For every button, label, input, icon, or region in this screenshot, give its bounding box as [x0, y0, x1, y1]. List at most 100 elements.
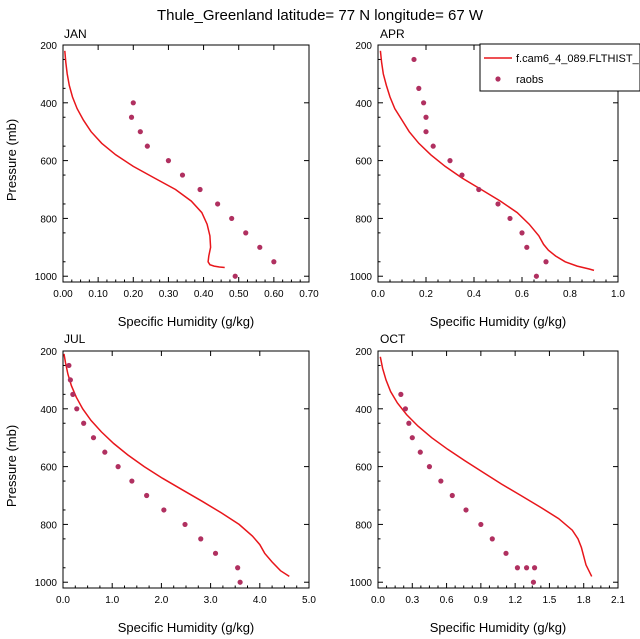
panel-title: APR: [380, 27, 405, 41]
model-profile-line: [64, 50, 225, 269]
y-tick-label: 200: [40, 347, 57, 358]
x-axis-label: Specific Humidity (g/kg): [430, 620, 567, 635]
raob-point: [421, 100, 427, 106]
y-tick-label: 800: [40, 520, 57, 531]
raob-point: [237, 579, 243, 585]
raob-point: [212, 550, 219, 556]
raob-point: [70, 391, 76, 397]
raob-point: [533, 273, 540, 279]
raob-point: [129, 478, 135, 484]
raob-point: [232, 273, 238, 279]
x-tick-label: 0.70: [299, 289, 319, 300]
raob-point: [81, 420, 87, 426]
x-axis-label: Specific Humidity (g/kg): [430, 314, 567, 329]
raob-point: [102, 449, 108, 455]
model-profile-line: [379, 50, 595, 272]
raob-point: [197, 186, 203, 193]
x-tick-label: 5.0: [302, 595, 316, 606]
raob-point: [74, 406, 80, 412]
model-profile-line: [63, 353, 290, 578]
raob-point: [90, 435, 97, 441]
y-tick-label: 400: [355, 99, 372, 110]
raob-point: [507, 215, 513, 222]
panel-jul: JUL Pressure (mb) Specific Humidity (g/k…: [4, 332, 316, 635]
raob-point: [476, 186, 482, 193]
raob-point: [523, 565, 530, 571]
y-tick-label: 600: [355, 463, 372, 474]
legend-obs-label: raobs: [516, 74, 544, 86]
raob-point: [478, 521, 484, 528]
raob-point: [531, 565, 538, 571]
raob-point: [449, 492, 455, 499]
y-tick-label: 600: [40, 463, 57, 474]
x-tick-label: 2.0: [154, 595, 168, 606]
figure-title: Thule_Greenland latitude= 77 N longitude…: [157, 7, 484, 24]
x-tick-label: 1.0: [105, 595, 119, 606]
y-axis-label: Pressure (mb): [4, 425, 19, 507]
panel-title: JAN: [64, 27, 87, 41]
raob-point: [144, 492, 150, 499]
x-tick-label: 0.6: [515, 289, 529, 300]
y-tick-label: 200: [355, 41, 372, 52]
raob-point: [115, 464, 121, 470]
raob-point: [411, 56, 417, 63]
x-tick-label: 3.0: [204, 595, 218, 606]
raob-point: [144, 143, 150, 149]
y-tick-label: 200: [355, 347, 372, 358]
raob-point: [257, 244, 263, 250]
raob-point: [67, 377, 73, 383]
x-tick-label: 1.2: [508, 595, 522, 606]
raob-point: [66, 362, 72, 369]
raob-point: [165, 158, 172, 164]
y-tick-label: 1000: [350, 272, 373, 283]
raob-point: [416, 85, 422, 91]
x-tick-label: 0.30: [159, 289, 179, 300]
raob-point: [447, 158, 453, 164]
raob-point: [503, 550, 509, 556]
raob-point: [423, 114, 429, 120]
x-tick-label: 0.0: [56, 595, 70, 606]
x-tick-label: 4.0: [253, 595, 267, 606]
x-tick-label: 0.0: [371, 595, 385, 606]
raob-point: [438, 478, 444, 484]
raob-point: [417, 449, 423, 455]
y-tick-label: 400: [40, 405, 57, 416]
y-tick-label: 800: [40, 214, 57, 225]
raob-point: [137, 129, 143, 135]
raob-point: [215, 201, 221, 207]
y-tick-label: 600: [40, 157, 57, 168]
raob-point: [524, 244, 530, 250]
x-axis-label: Specific Humidity (g/kg): [118, 620, 255, 635]
x-tick-label: 0.10: [88, 289, 108, 300]
x-tick-label: 0.50: [229, 289, 249, 300]
x-tick-label: 0.00: [53, 289, 73, 300]
y-tick-label: 200: [40, 41, 57, 52]
raob-point: [235, 565, 241, 571]
raob-point: [161, 507, 167, 513]
raob-point: [459, 172, 465, 178]
raob-point: [229, 215, 235, 222]
raob-point: [271, 259, 277, 265]
raob-point: [430, 143, 436, 149]
x-tick-label: 0.40: [194, 289, 214, 300]
panel-title: OCT: [380, 332, 406, 346]
x-tick-label: 0.8: [563, 289, 577, 300]
raob-point: [402, 406, 409, 412]
y-tick-label: 400: [355, 405, 372, 416]
y-tick-label: 1000: [35, 578, 58, 589]
panel-title: JUL: [64, 332, 86, 346]
raob-point: [463, 507, 469, 513]
panel-jan: JAN Pressure (mb) Specific Humidity (g/k…: [4, 27, 319, 329]
raob-point: [128, 114, 135, 120]
raob-point: [514, 565, 521, 571]
raob-point: [543, 259, 549, 265]
x-tick-label: 1.0: [611, 289, 625, 300]
raob-point: [198, 536, 204, 542]
x-tick-label: 0.3: [405, 595, 419, 606]
x-tick-label: 0.2: [419, 289, 433, 300]
legend: f.cam6_4_089.FLTHIST_ raobs: [479, 43, 640, 92]
x-tick-label: 0.0: [371, 289, 385, 300]
x-tick-label: 1.8: [577, 595, 591, 606]
x-tick-label: 0.4: [467, 289, 481, 300]
y-tick-label: 800: [355, 214, 372, 225]
